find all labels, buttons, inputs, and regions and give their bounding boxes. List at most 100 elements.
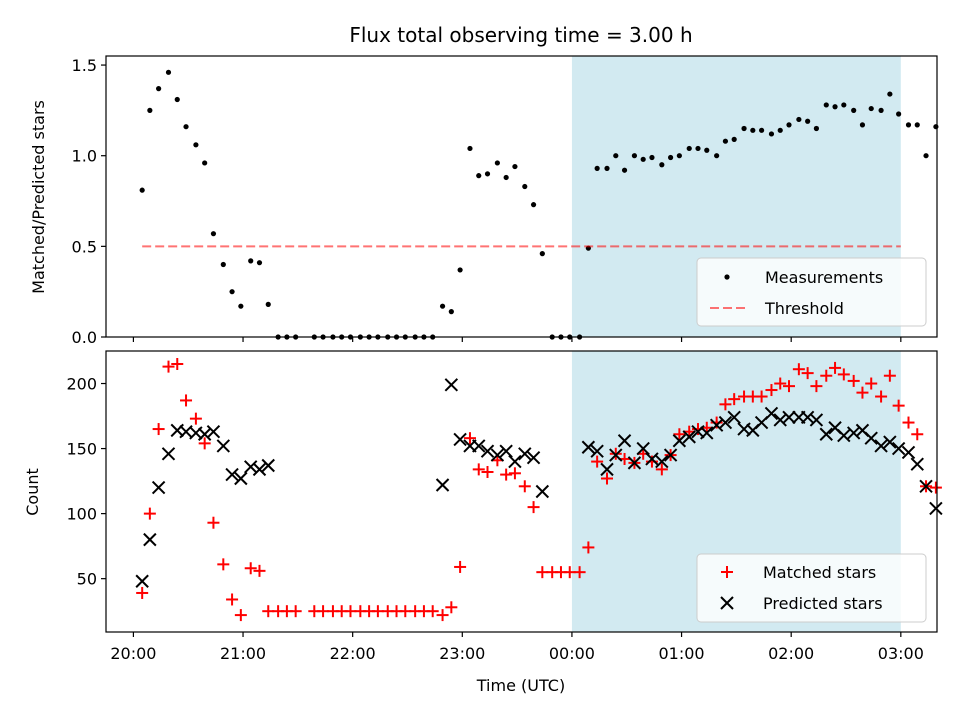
predicted-star-point xyxy=(819,427,833,441)
measurement-point xyxy=(868,105,874,112)
measurement-point xyxy=(165,69,172,75)
measurement-point xyxy=(220,261,226,268)
predicted-star-point xyxy=(197,427,212,441)
y-tick-label: 50 xyxy=(77,570,97,589)
predicted-star-point xyxy=(206,424,221,439)
measurement-point xyxy=(210,231,217,237)
measurement-point xyxy=(139,187,145,193)
predicted-star-point xyxy=(472,439,486,453)
predicted-star-point xyxy=(901,445,916,460)
predicted-star-point xyxy=(700,426,714,440)
matched-star-point xyxy=(728,393,741,406)
matched-star-point xyxy=(673,428,686,441)
measurement-point xyxy=(229,289,235,295)
x-tick-label: 00:00 xyxy=(549,644,595,663)
legend-matched-marker xyxy=(721,566,733,578)
measurement-point xyxy=(686,145,692,152)
matched-star-point xyxy=(180,394,193,407)
predicted-star-point xyxy=(151,480,166,495)
measurement-point xyxy=(768,131,775,137)
legend-predicted-marker xyxy=(720,596,734,610)
matched-star-point xyxy=(518,480,531,493)
predicted-star-point xyxy=(655,454,669,469)
matched-star-point xyxy=(801,367,814,380)
measurement-point xyxy=(796,116,802,123)
measurement-point xyxy=(859,122,866,128)
measurement-point xyxy=(174,96,180,103)
predicted-star-point xyxy=(682,430,696,444)
matched-star-point xyxy=(792,363,805,376)
y-tick-label: 0.5 xyxy=(72,237,97,256)
measurement-point xyxy=(530,202,537,208)
matched-star-point xyxy=(582,541,595,554)
predicted-star-point xyxy=(718,415,733,430)
measurement-point xyxy=(741,125,747,132)
ratio-panel: 0.0 0.5 1.0 1.5 Matched/Predicted stars Mea… xyxy=(29,55,939,347)
predicted-star-point xyxy=(891,441,906,456)
matched-star-point xyxy=(875,390,888,403)
y-tick-label: 1.5 xyxy=(72,56,97,75)
matched-star-point xyxy=(152,423,165,436)
predicted-star-point xyxy=(883,435,897,449)
y-tick-label: 100 xyxy=(66,505,97,524)
measurement-point xyxy=(613,153,619,159)
measurement-point xyxy=(183,124,189,130)
measurement-point xyxy=(676,153,682,159)
matched-star-point xyxy=(143,507,156,520)
predicted-star-point xyxy=(225,467,239,482)
measurement-point xyxy=(512,163,518,170)
measurement-point xyxy=(604,165,610,171)
matched-star-point xyxy=(883,369,896,382)
count-y-ticks: 50 100 150 200 xyxy=(66,375,106,589)
measurement-point xyxy=(805,118,811,124)
matched-star-point xyxy=(829,361,842,374)
matched-star-point xyxy=(765,384,778,397)
predicted-star-point xyxy=(764,406,779,421)
matched-star-point xyxy=(837,368,850,381)
measurement-point xyxy=(248,258,254,264)
measurement-point xyxy=(823,102,829,108)
predicted-star-point xyxy=(252,462,267,477)
matched-star-point xyxy=(856,386,869,399)
predicted-star-point xyxy=(800,410,815,425)
predicted-star-point xyxy=(490,448,505,462)
matched-star-point xyxy=(911,428,924,441)
matched-star-point xyxy=(226,593,239,606)
measurement-point xyxy=(649,154,655,161)
matched-star-point xyxy=(500,468,513,481)
predicted-star-point xyxy=(636,441,650,456)
matched-star-point xyxy=(198,437,211,450)
matched-star-point xyxy=(472,463,485,476)
predicted-star-point xyxy=(480,444,495,458)
ratio-legend: Measurements Threshold xyxy=(696,257,927,327)
x-tick-label: 01:00 xyxy=(659,644,705,663)
measurement-point xyxy=(193,142,199,148)
matched-star-point xyxy=(820,369,833,382)
predicted-star-point xyxy=(508,454,522,469)
legend-matched-label: Matched stars xyxy=(763,563,876,582)
predicted-star-point xyxy=(874,439,888,453)
matched-star-point xyxy=(234,609,247,622)
measurement-point xyxy=(914,122,920,128)
predicted-star-point xyxy=(435,478,450,492)
matched-star-point xyxy=(902,416,915,429)
measurement-point xyxy=(813,125,820,132)
legend-predicted-label: Predicted stars xyxy=(763,594,883,613)
x-axis-label: Time (UTC) xyxy=(476,676,565,695)
measurement-point xyxy=(457,267,463,273)
predicted-star-point xyxy=(709,418,724,432)
predicted-star-point xyxy=(663,448,678,462)
measurement-point xyxy=(484,171,491,177)
count-legend-box xyxy=(696,553,927,623)
predicted-star-point xyxy=(526,450,541,465)
chart-title: Flux total observing time = 3.00 h xyxy=(349,23,692,47)
predicted-star-point xyxy=(617,434,632,448)
matched-star-point xyxy=(244,562,257,575)
matched-star-point xyxy=(253,564,266,577)
predicted-star-point xyxy=(910,457,924,471)
legend-measurements-marker xyxy=(724,274,730,280)
x-tick-label: 20:00 xyxy=(110,644,156,663)
ratio-y-ticks: 0.0 0.5 1.0 1.5 xyxy=(72,56,106,347)
predicted-star-point xyxy=(444,378,459,392)
predicted-star-point xyxy=(627,456,642,470)
